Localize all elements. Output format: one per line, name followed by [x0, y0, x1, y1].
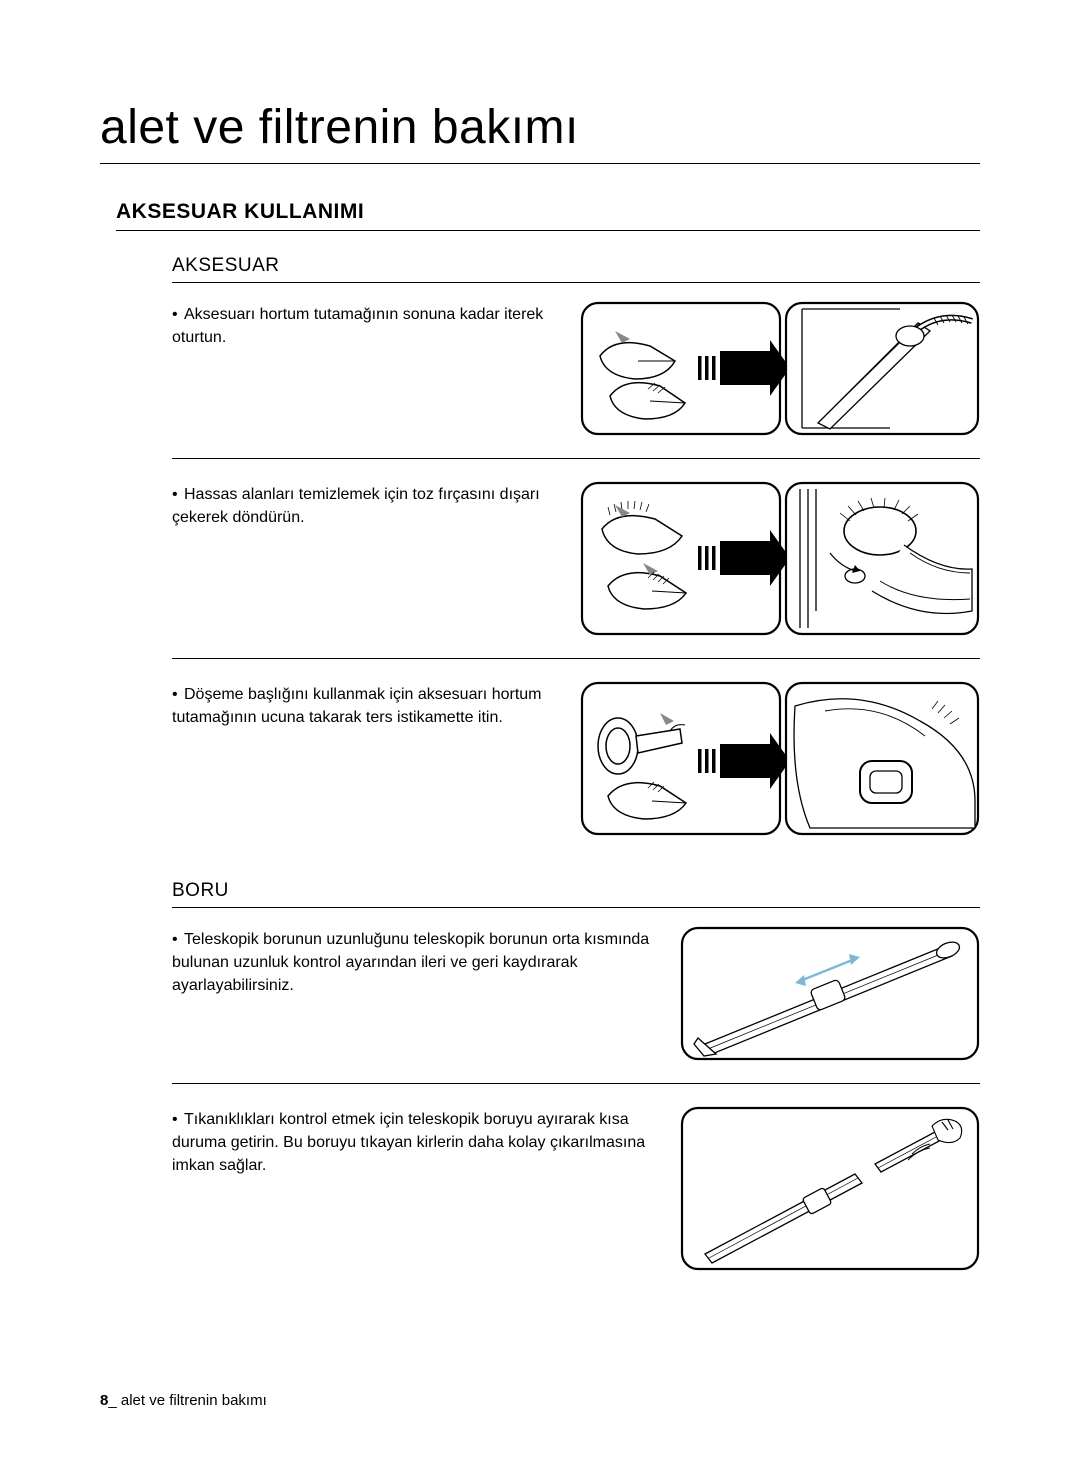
subsection-boru: BORU: [172, 880, 980, 908]
item-text-c: •Döşeme başlığını kullanmak için aksesua…: [172, 681, 560, 729]
illustration-a: [580, 301, 980, 436]
subsection-aksesuar: AKSESUAR: [172, 255, 980, 283]
illustration-c: [580, 681, 980, 836]
item-row-a: •Aksesuarı hortum tutamağının sonuna kad…: [172, 301, 980, 459]
illustration-e: [680, 1106, 980, 1271]
item-text-a: •Aksesuarı hortum tutamağının sonuna kad…: [172, 301, 560, 349]
item-row-c: •Döşeme başlığını kullanmak için aksesua…: [172, 681, 980, 858]
illustration-b: [580, 481, 980, 636]
main-title: alet ve filtrenin bakımı: [100, 100, 980, 164]
item-text-d: •Teleskopik borunun uzunluğunu teleskopi…: [172, 926, 660, 998]
footer-text: _ alet ve filtrenin bakımı: [108, 1392, 266, 1409]
item-text-e: •Tıkanıklıkları kontrol etmek için teles…: [172, 1106, 660, 1178]
illustration-d: [680, 926, 980, 1061]
item-row-d: •Teleskopik borunun uzunluğunu teleskopi…: [172, 926, 980, 1084]
page-footer: 8_ alet ve filtrenin bakımı: [100, 1392, 267, 1409]
item-row-b: •Hassas alanları temizlemek için toz fır…: [172, 481, 980, 659]
item-text-b: •Hassas alanları temizlemek için toz fır…: [172, 481, 560, 529]
item-row-e: •Tıkanıklıkları kontrol etmek için teles…: [172, 1106, 980, 1293]
section-title: AKSESUAR KULLANIMI: [116, 200, 980, 231]
